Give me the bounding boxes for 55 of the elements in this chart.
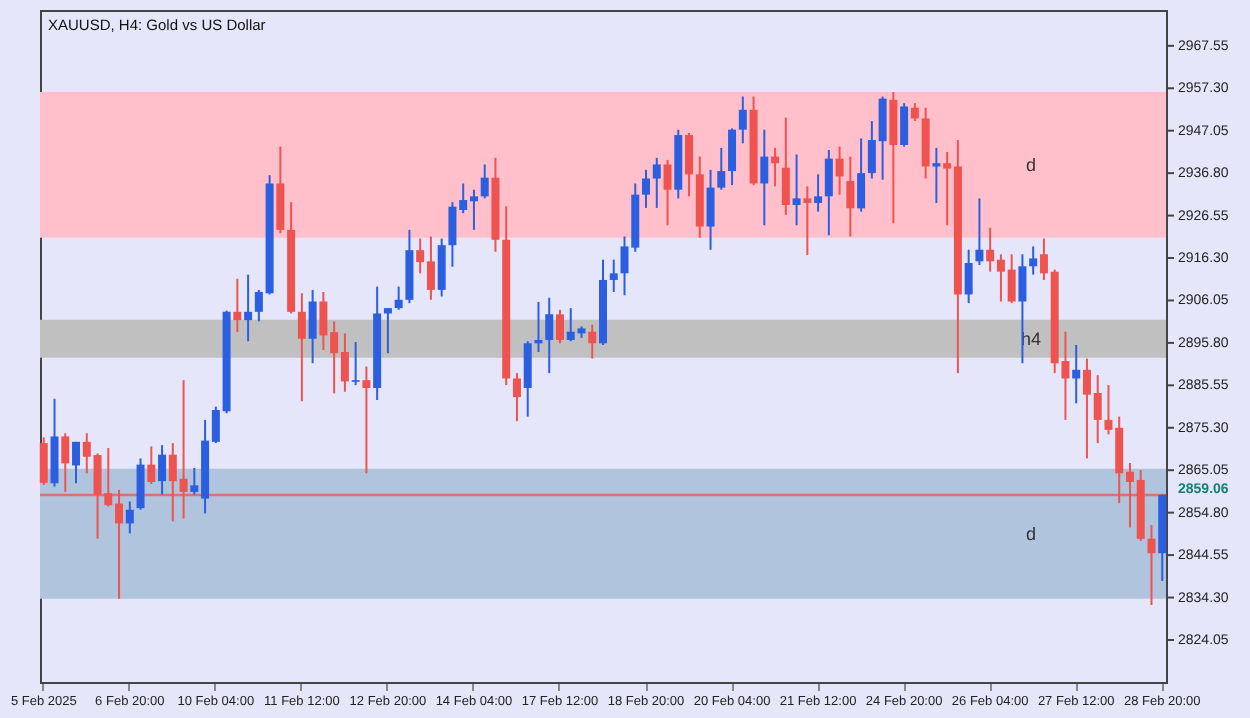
candlestick (136, 457, 145, 511)
candlestick (437, 237, 446, 298)
candlestick (792, 153, 801, 227)
candlestick (512, 372, 521, 423)
candlestick (738, 95, 747, 145)
candlestick (555, 308, 564, 345)
candlestick (1147, 524, 1156, 606)
candlestick (685, 131, 694, 198)
candlestick (609, 258, 618, 293)
candlestick (846, 155, 855, 238)
candlestick (362, 365, 371, 475)
candlestick (39, 436, 48, 486)
candlestick (889, 90, 898, 225)
candlestick (1018, 253, 1027, 365)
candlestick (383, 307, 392, 355)
candlestick (1029, 245, 1038, 276)
candlestick (932, 146, 941, 204)
candlestick (61, 432, 70, 493)
candlestick (964, 248, 973, 305)
candlestick (233, 277, 242, 334)
candlestick (297, 292, 306, 403)
band-label: d (1025, 154, 1036, 175)
candlestick (244, 273, 253, 343)
candlestick (394, 285, 403, 311)
candlestick (480, 163, 489, 200)
candlestick (706, 168, 715, 251)
candlestick (588, 323, 597, 360)
candlestick (642, 168, 651, 209)
candlestick (760, 128, 769, 227)
candlestick (857, 137, 866, 213)
candlestick (803, 185, 812, 257)
candlestick (147, 445, 156, 486)
band-label: d (1025, 523, 1036, 544)
candlestick (351, 341, 360, 387)
candlestick (125, 500, 134, 535)
candlestick (50, 397, 59, 488)
candlestick (158, 444, 167, 496)
candlestick (728, 127, 737, 187)
candlestick (276, 145, 285, 235)
candlestick (523, 340, 532, 418)
candlestick (534, 300, 543, 353)
candlestick (652, 156, 661, 209)
candlestick (781, 116, 790, 216)
candlestick (663, 158, 672, 227)
candlestick (717, 146, 726, 191)
candlestick (900, 102, 909, 148)
candlestick (835, 145, 844, 196)
candlestick (308, 288, 317, 365)
candlestick (824, 148, 833, 237)
candlestick (72, 440, 81, 485)
candlestick (545, 296, 554, 375)
candlestick (814, 173, 823, 213)
candlestick (975, 197, 984, 267)
candlestick (771, 146, 780, 188)
candlestick (1072, 343, 1081, 405)
